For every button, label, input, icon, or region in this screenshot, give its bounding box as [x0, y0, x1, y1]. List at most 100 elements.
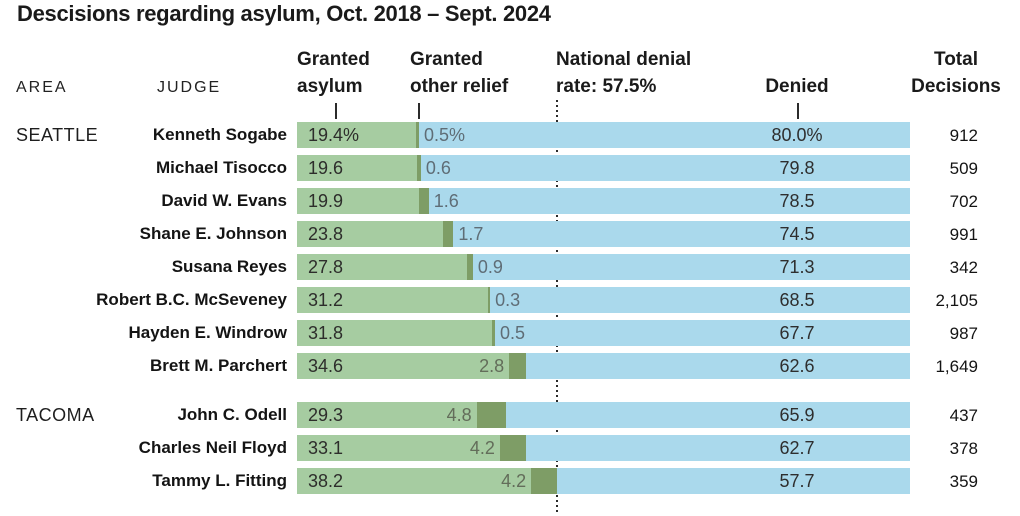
- granted-other-relief-value: 2.8: [479, 356, 505, 376]
- denied-value: 57.7: [779, 471, 815, 491]
- column-header-granted-asylum-line1: Granted: [297, 49, 370, 70]
- denied-value: 62.6: [779, 356, 815, 376]
- granted-other-relief-value: 4.8: [446, 405, 472, 425]
- judge-name: Brett M. Parchert: [150, 356, 287, 375]
- national-denial-rate-line2: rate: 57.5%: [556, 76, 657, 97]
- denied-value: 71.3: [779, 257, 815, 277]
- granted-other-relief-segment: [488, 287, 491, 313]
- judge-row: Hayden E. Windrow 31.8 0.5 67.7 987: [0, 320, 1020, 346]
- column-header-granted-other-line2: other relief: [410, 76, 509, 97]
- decision-bar: 38.2 4.2 57.7: [297, 468, 910, 494]
- granted-asylum-value: 19.9: [308, 191, 344, 211]
- column-header-granted-asylum: Granted asylum: [297, 46, 370, 100]
- decision-bar: 19.6 0.6 79.8: [297, 155, 910, 181]
- denied-value: 74.5: [779, 224, 815, 244]
- granted-other-relief-segment: [476, 402, 507, 428]
- judge-row: Tammy L. Fitting 38.2 4.2 57.7 359: [0, 468, 1020, 494]
- granted-asylum-segment: [297, 122, 416, 148]
- granted-asylum-value: 38.2: [308, 471, 344, 491]
- granted-asylum-segment: [297, 155, 418, 181]
- total-decisions-value: 359: [949, 472, 978, 491]
- judge-row: Michael Tisocco 19.6 0.6 79.8 509: [0, 155, 1020, 181]
- judge-name: Michael Tisocco: [155, 158, 287, 177]
- area-label: SEATTLE: [16, 125, 99, 145]
- granted-other-relief-segment: [491, 320, 495, 346]
- granted-other-relief-segment: [531, 468, 557, 494]
- granted-asylum-value: 27.8: [308, 257, 344, 277]
- granted-asylum-segment: [297, 402, 477, 428]
- granted-other-relief-segment: [442, 221, 454, 247]
- granted-other-relief-segment: [415, 122, 419, 148]
- axis-tick-granted-other: [418, 103, 420, 119]
- decision-bar: 33.1 4.2 62.7: [297, 435, 910, 461]
- decision-bar: 31.2 0.3 68.5: [297, 287, 910, 313]
- total-decisions-value: 912: [949, 126, 978, 145]
- judge-name: Shane E. Johnson: [139, 224, 287, 243]
- denied-segment: [490, 287, 910, 313]
- granted-asylum-value: 29.3: [308, 405, 344, 425]
- denied-segment: [472, 254, 910, 280]
- column-header-granted-asylum-line2: asylum: [297, 76, 363, 97]
- judge-name: David W. Evans: [161, 191, 287, 210]
- column-header-judge: JUDGE: [157, 79, 222, 96]
- denied-segment: [526, 353, 910, 379]
- decision-bar: 29.3 4.8 65.9: [297, 402, 910, 428]
- granted-asylum-value: 19.4%: [308, 125, 360, 145]
- area-label: TACOMA: [16, 405, 95, 425]
- denied-segment: [556, 468, 910, 494]
- granted-other-relief-segment: [418, 188, 429, 214]
- granted-asylum-value: 33.1: [308, 438, 344, 458]
- judge-row: Charles Neil Floyd 33.1 4.2 62.7 378: [0, 435, 1020, 461]
- total-decisions-value: 991: [949, 225, 978, 244]
- judge-name: Robert B.C. McSeveney: [96, 290, 287, 309]
- granted-asylum-value: 31.8: [308, 323, 344, 343]
- granted-other-relief-segment: [499, 435, 526, 461]
- denied-segment: [418, 122, 910, 148]
- total-decisions-value: 1,649: [935, 357, 978, 376]
- judge-row: David W. Evans 19.9 1.6 78.5 702: [0, 188, 1020, 214]
- granted-asylum-segment: [297, 254, 468, 280]
- granted-other-relief-segment: [467, 254, 473, 280]
- column-header-total-line2: Decisions: [911, 76, 1001, 97]
- denied-segment: [453, 221, 910, 247]
- column-header-denied: Denied: [765, 76, 829, 97]
- granted-asylum-segment: [297, 320, 492, 346]
- granted-other-relief-segment: [509, 353, 527, 379]
- denied-segment: [428, 188, 910, 214]
- granted-other-relief-value: 0.9: [477, 257, 503, 277]
- judge-name: Susana Reyes: [171, 257, 287, 276]
- granted-asylum-value: 34.6: [308, 356, 344, 376]
- granted-asylum-segment: [297, 353, 510, 379]
- judge-name: Hayden E. Windrow: [128, 323, 287, 342]
- granted-asylum-segment: [297, 468, 532, 494]
- granted-asylum-value: 19.6: [308, 158, 344, 178]
- judge-row: Robert B.C. McSeveney 31.2 0.3 68.5 2,105: [0, 287, 1020, 313]
- judge-row: Susana Reyes 27.8 0.9 71.3 342: [0, 254, 1020, 280]
- granted-asylum-segment: [297, 221, 443, 247]
- granted-asylum-segment: [297, 287, 489, 313]
- decision-bar: 19.4% 0.5% 80.0%: [297, 122, 910, 148]
- national-denial-rate-label: National denial rate: 57.5%: [556, 46, 691, 100]
- total-decisions-value: 509: [949, 159, 978, 178]
- decision-bar: 19.9 1.6 78.5: [297, 188, 910, 214]
- denied-segment: [506, 402, 910, 428]
- column-header-granted-other-line1: Granted: [410, 49, 483, 70]
- granted-asylum-value: 31.2: [308, 290, 344, 310]
- decision-bar: 31.8 0.5 67.7: [297, 320, 910, 346]
- column-header-total-line1: Total: [934, 49, 978, 70]
- granted-other-relief-segment: [417, 155, 421, 181]
- granted-other-relief-value: 1.6: [433, 191, 459, 211]
- total-decisions-value: 987: [949, 324, 978, 343]
- axis-tick-denied: [797, 103, 799, 119]
- decision-bar: 27.8 0.9 71.3: [297, 254, 910, 280]
- total-decisions-value: 378: [949, 439, 978, 458]
- column-header-total-decisions: Total Decisions: [900, 46, 1012, 100]
- chart-title: Descisions regarding asylum, Oct. 2018 –…: [17, 1, 551, 26]
- denied-value: 65.9: [779, 405, 815, 425]
- decision-bar: 34.6 2.8 62.6: [297, 353, 910, 379]
- granted-other-relief-value: 4.2: [501, 471, 527, 491]
- granted-asylum-value: 23.8: [308, 224, 344, 244]
- denied-segment: [494, 320, 910, 346]
- granted-asylum-segment: [297, 435, 500, 461]
- denied-value: 79.8: [779, 158, 815, 178]
